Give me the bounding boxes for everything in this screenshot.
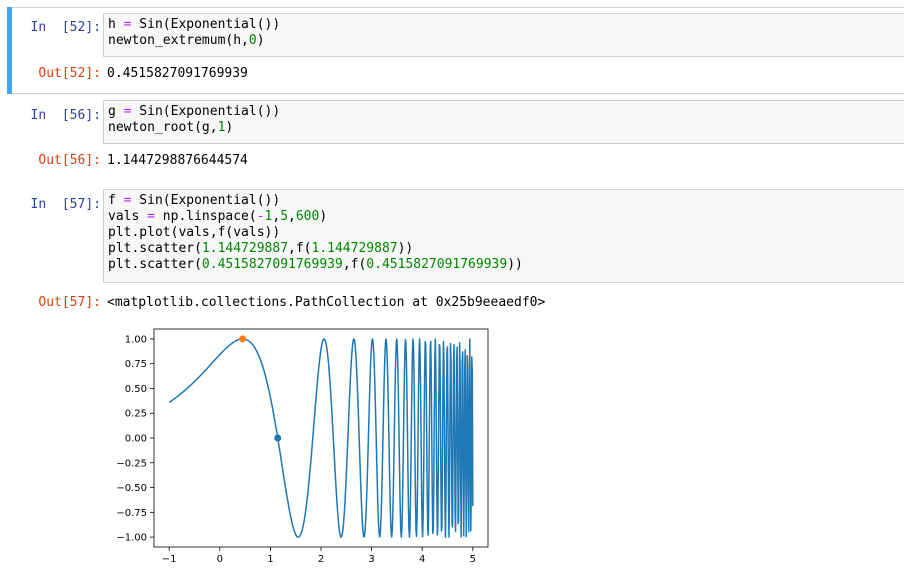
input-prompt: In [56]:	[30, 108, 101, 123]
output-text: <matplotlib.collections.PathCollection a…	[107, 295, 546, 310]
x-tick-label: −1	[162, 554, 177, 565]
code-line: plt.plot(vals,f(vals))	[108, 225, 281, 240]
output-text: 0.4515827091769939	[107, 66, 248, 81]
code-input[interactable]: g = Sin(Exponential()) newton_root(g,1)	[103, 100, 904, 144]
cell-selection-bar	[7, 7, 12, 94]
code-line: vals = np.linspace(-1,5,600)	[108, 209, 328, 224]
x-tick-label: 2	[318, 554, 324, 565]
output-prompt: Out[57]:	[38, 295, 101, 310]
y-tick-label: 1.00	[125, 334, 147, 345]
code-line: newton_root(g,1)	[108, 120, 234, 135]
code-line: f = Sin(Exponential())	[108, 193, 281, 208]
scatter-point	[274, 434, 282, 442]
x-tick-label: 5	[470, 554, 476, 565]
input-prompt: In [52]:	[30, 20, 101, 35]
series-line	[168, 338, 474, 538]
plot-line-series	[168, 338, 474, 538]
y-tick-label: 0.00	[125, 434, 147, 445]
code-line: plt.scatter(0.4515827091769939,f(0.45158…	[108, 257, 523, 272]
plot-scatter-points	[239, 335, 282, 442]
x-tick-label: 3	[368, 554, 374, 565]
code-input[interactable]: f = Sin(Exponential()) vals = np.linspac…	[103, 189, 904, 283]
scatter-point	[239, 335, 247, 343]
plot-axes: −1 0 1 2 3 4 5 1.00 0.75 0.50 0.25 0.00 −0.25 −0.50 −0…	[116, 328, 489, 565]
code-line: h = Sin(Exponential())	[108, 17, 281, 32]
y-tick-label: 0.25	[125, 409, 147, 420]
code-line: plt.scatter(1.144729887,f(1.144729887))	[108, 241, 414, 256]
notebook-cell-57[interactable]: In [57]: f = Sin(Exponential()) vals = n…	[7, 189, 904, 584]
y-tick-label: −1.00	[116, 533, 147, 544]
y-tick-label: −0.50	[116, 483, 147, 494]
output-prompt: Out[52]:	[38, 66, 101, 81]
code-line: g = Sin(Exponential())	[108, 104, 281, 119]
output-text: 1.1447298876644574	[107, 153, 248, 168]
notebook-cell-56[interactable]: In [56]: g = Sin(Exponential()) newton_r…	[7, 100, 904, 180]
output-prompt: Out[56]:	[38, 153, 101, 168]
y-tick-label: 0.50	[125, 384, 147, 395]
y-tick-label: −0.75	[116, 508, 147, 519]
notebook-cell-52[interactable]: In [52]: h = Sin(Exponential()) newton_e…	[7, 7, 904, 94]
x-tick-label: 4	[419, 554, 425, 565]
input-prompt: In [57]:	[30, 197, 101, 212]
code-input[interactable]: h = Sin(Exponential()) newton_extremum(h…	[103, 13, 904, 57]
x-tick-label: 0	[217, 554, 223, 565]
x-tick-label: 1	[267, 554, 273, 565]
plot-output: −1 0 1 2 3 4 5 1.00 0.75 0.50 0.25 0.00 −0.25 −0.50 −0…	[116, 328, 489, 565]
y-tick-label: 0.75	[125, 359, 147, 370]
code-line: newton_extremum(h,0)	[108, 33, 265, 48]
y-tick-label: −0.25	[116, 458, 147, 469]
